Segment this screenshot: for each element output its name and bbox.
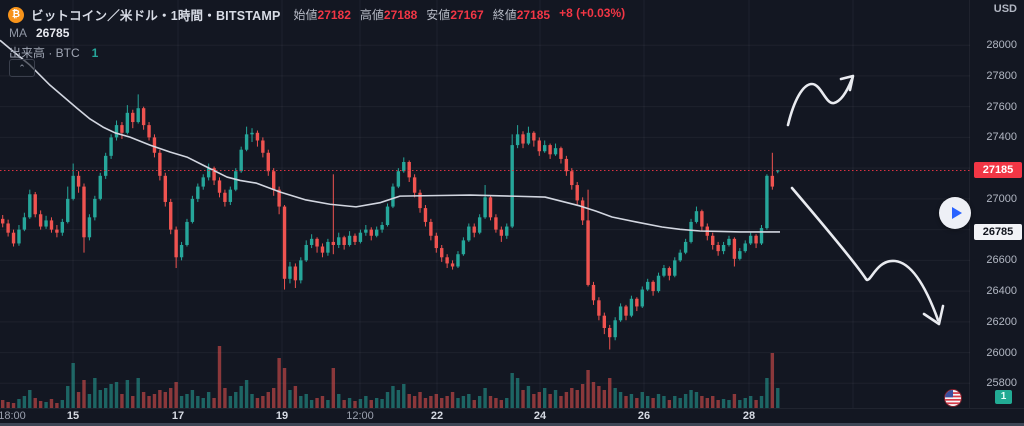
price-axis-label: 26600 <box>986 254 1017 267</box>
ma-value: 26785 <box>36 26 70 40</box>
down-arrow-annotation[interactable] <box>790 186 945 326</box>
time-axis-label: 19 <box>275 410 289 422</box>
us-flag-icon[interactable] <box>943 388 963 413</box>
change-value: +8 (+0.03%) <box>559 6 626 20</box>
ma-legend[interactable]: MA 26785 <box>9 26 69 40</box>
price-axis-label: 27600 <box>986 100 1017 113</box>
symbol-title[interactable]: ビットコイン／米ドル・1時間・BITSTAMP <box>31 9 281 23</box>
time-axis-divider <box>0 408 1024 409</box>
price-axis-label: 28000 <box>986 39 1017 52</box>
chevron-up-icon: ⌃ <box>18 62 26 73</box>
price-axis-divider <box>969 0 970 408</box>
ma-value-badge: 26785 <box>974 223 1022 240</box>
low-label: 安値 <box>426 8 451 22</box>
replay-play-button[interactable] <box>939 197 971 229</box>
bottom-scrollbar[interactable] <box>0 423 1024 426</box>
high-value: 27188 <box>383 8 418 22</box>
price-axis[interactable]: USD 27185 26785 28000 27800 27600 27400 2700… <box>970 0 1024 408</box>
time-axis-label: 15 <box>66 410 80 422</box>
ohlc-readout: 始値27182 高値27188 安値27167 終値27185 +8 (+0.0… <box>294 6 626 23</box>
price-axis-label: 27400 <box>986 131 1017 144</box>
pane-count-badge[interactable]: 1 <box>995 390 1012 404</box>
play-icon <box>951 207 962 219</box>
high-label: 高値 <box>359 8 384 22</box>
close-label: 終値 <box>492 8 517 22</box>
price-axis-label: 26200 <box>986 315 1017 328</box>
time-axis-label: 22 <box>430 410 444 422</box>
time-axis-label: 18:00 <box>0 410 26 422</box>
ma-line <box>0 39 780 233</box>
time-axis-label: 17 <box>171 410 185 422</box>
open-value: 27182 <box>317 8 351 22</box>
price-axis-label: 26400 <box>986 285 1017 298</box>
volume-label: 出来高 · BTC <box>9 46 80 60</box>
price-axis-label: 27000 <box>986 192 1017 205</box>
volume-series <box>1 346 780 408</box>
time-axis-label: 12:00 <box>346 410 374 422</box>
header-bar: ₿ ビットコイン／米ドル・1時間・BITSTAMP 始値27182 高値2718… <box>8 5 625 24</box>
volume-value: 1 <box>91 45 99 60</box>
current-price-badge: 27185 <box>974 162 1022 179</box>
time-axis-label: 24 <box>533 410 547 422</box>
price-axis-label: 25800 <box>986 377 1017 390</box>
collapse-panel-button[interactable]: ⌃ <box>9 59 35 77</box>
candlestick-series <box>1 94 780 350</box>
volume-legend[interactable]: 出来高 · BTC 1 <box>9 44 98 61</box>
bitcoin-logo-icon: ₿ <box>8 6 24 23</box>
time-axis[interactable]: 18:00 15 17 19 12:00 22 24 26 28 <box>0 408 1024 423</box>
price-axis-label: 26000 <box>986 346 1017 359</box>
open-label: 始値 <box>293 8 318 22</box>
ma-label: MA <box>9 26 27 40</box>
time-axis-label: 28 <box>742 410 756 422</box>
close-value: 27185 <box>516 8 551 22</box>
time-axis-label: 26 <box>637 410 651 422</box>
currency-label: USD <box>993 3 1017 15</box>
price-axis-label: 27800 <box>986 69 1017 82</box>
up-arrow-annotation[interactable] <box>786 74 855 127</box>
low-value: 27167 <box>450 8 484 22</box>
